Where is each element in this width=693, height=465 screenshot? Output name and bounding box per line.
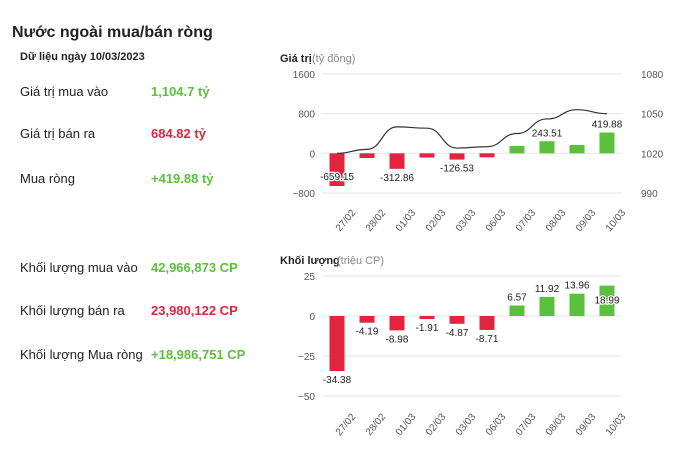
data-label-1-1: -4.19 <box>356 327 379 338</box>
stat-label-sell-value: Giá trị bán ra <box>20 126 96 141</box>
data-label-1-6: 6.57 <box>507 292 527 303</box>
stat-label-net-volume: Khối lượng Mua ròng <box>20 347 143 362</box>
bar-0-6 <box>509 145 525 154</box>
data-label-1-9: 18.99 <box>594 296 619 307</box>
x-tick-label-1-3: 02/03 <box>424 411 449 438</box>
x-tick-label-0-3: 02/03 <box>424 207 449 234</box>
y2-tick-label-1: 1020 <box>641 149 664 160</box>
y2-tick-label-2: 1050 <box>641 110 664 121</box>
bar-1-9 <box>599 285 615 316</box>
y2-tick-label-0: 990 <box>641 189 658 200</box>
stat-label-sell-volume: Khối lượng bán ra <box>20 303 125 318</box>
data-label-1-3: -1.91 <box>416 323 439 334</box>
bar-0-4 <box>449 153 465 160</box>
chart-title-1: Khối lượng <box>280 255 340 267</box>
x-tick-label-0-5: 06/03 <box>484 207 509 234</box>
bar-0-0 <box>329 153 345 187</box>
bar-1-2 <box>389 316 405 331</box>
stat-label-net-value: Mua ròng <box>20 171 75 186</box>
stat-label-buy-value: Giá trị mua vào <box>20 84 109 99</box>
data-label-1-8: 13.96 <box>564 281 589 292</box>
y-tick-label-1-0: −50 <box>298 392 315 403</box>
y-tick-label-1-3: 25 <box>304 272 316 283</box>
bar-0-8 <box>569 144 585 154</box>
stat-value-buy-volume: 42,966,873 CP <box>151 260 238 275</box>
stat-value-buy-value: 1,104.7 tỷ <box>151 84 210 99</box>
y-tick-label-1-2: 0 <box>309 312 315 323</box>
chart-title-0: Giá trị <box>280 53 312 65</box>
x-tick-label-1-1: 28/02 <box>364 411 389 438</box>
y2-tick-label-3: 1080 <box>641 70 664 81</box>
stat-label-buy-volume: Khối lượng mua vào <box>20 260 138 275</box>
y-tick-label-0-3: 1600 <box>293 70 316 81</box>
data-label-0-7: 243.51 <box>532 128 563 139</box>
x-tick-label-0-7: 08/03 <box>544 207 569 234</box>
data-label-0-4: -126.53 <box>440 164 474 175</box>
x-tick-label-0-2: 01/03 <box>394 207 419 234</box>
y-tick-label-0-1: 0 <box>309 149 315 160</box>
bar-1-4 <box>449 316 465 324</box>
x-tick-label-1-7: 08/03 <box>544 411 569 438</box>
x-tick-label-0-1: 28/02 <box>364 207 389 234</box>
chart-unit-0: (tỷ đồng) <box>312 53 355 65</box>
x-tick-label-1-9: 10/03 <box>604 411 629 438</box>
x-tick-label-1-8: 09/03 <box>574 411 599 438</box>
bar-0-2 <box>389 153 405 169</box>
data-label-0-0: -659.15 <box>320 172 354 183</box>
bar-0-1 <box>359 153 375 159</box>
x-tick-label-1-5: 06/03 <box>484 411 509 438</box>
data-label-1-0: -34.38 <box>323 375 352 386</box>
y-tick-label-0-2: 800 <box>298 110 315 121</box>
x-tick-label-1-2: 01/03 <box>394 411 419 438</box>
stat-value-sell-volume: 23,980,122 CP <box>151 303 238 318</box>
bar-1-6 <box>509 305 525 316</box>
bar-1-1 <box>359 316 375 323</box>
x-tick-label-1-0: 27/02 <box>334 411 359 438</box>
stat-value-net-value: +419.88 tỷ <box>151 171 214 186</box>
y-tick-label-1-1: −25 <box>298 352 315 363</box>
bar-0-3 <box>419 153 435 158</box>
date-label: Dữ liệu ngày 10/03/2023 <box>20 51 145 63</box>
price-line <box>336 109 608 154</box>
page-title: Nước ngoài mua/bán ròng <box>12 24 213 41</box>
x-tick-label-1-4: 03/03 <box>454 411 479 438</box>
data-label-0-9: 419.88 <box>592 120 623 131</box>
bar-1-0 <box>329 316 345 372</box>
x-tick-label-0-0: 27/02 <box>334 207 359 234</box>
bar-1-7 <box>539 296 555 316</box>
x-tick-label-0-9: 10/03 <box>604 207 629 234</box>
bar-0-7 <box>539 141 555 154</box>
data-label-1-5: -8.71 <box>476 334 499 345</box>
x-tick-label-0-4: 03/03 <box>454 207 479 234</box>
data-label-1-7: 11.92 <box>535 284 560 295</box>
chart-unit-1: (triệu CP) <box>337 255 384 267</box>
data-label-1-4: -4.87 <box>446 328 469 339</box>
x-tick-label-1-6: 07/03 <box>514 411 539 438</box>
bar-0-9 <box>599 132 615 154</box>
bar-1-5 <box>479 316 495 330</box>
bar-1-3 <box>419 316 435 320</box>
bar-0-5 <box>479 153 495 158</box>
stat-value-sell-value: 684.82 tỷ <box>151 126 206 141</box>
x-tick-label-0-8: 09/03 <box>574 207 599 234</box>
x-tick-label-0-6: 07/03 <box>514 207 539 234</box>
data-label-0-2: -312.86 <box>380 173 414 184</box>
stat-value-net-volume: +18,986,751 CP <box>151 347 246 362</box>
data-label-1-2: -8.98 <box>386 334 409 345</box>
bar-1-8 <box>569 293 585 316</box>
y-tick-label-0-0: −800 <box>292 189 315 200</box>
